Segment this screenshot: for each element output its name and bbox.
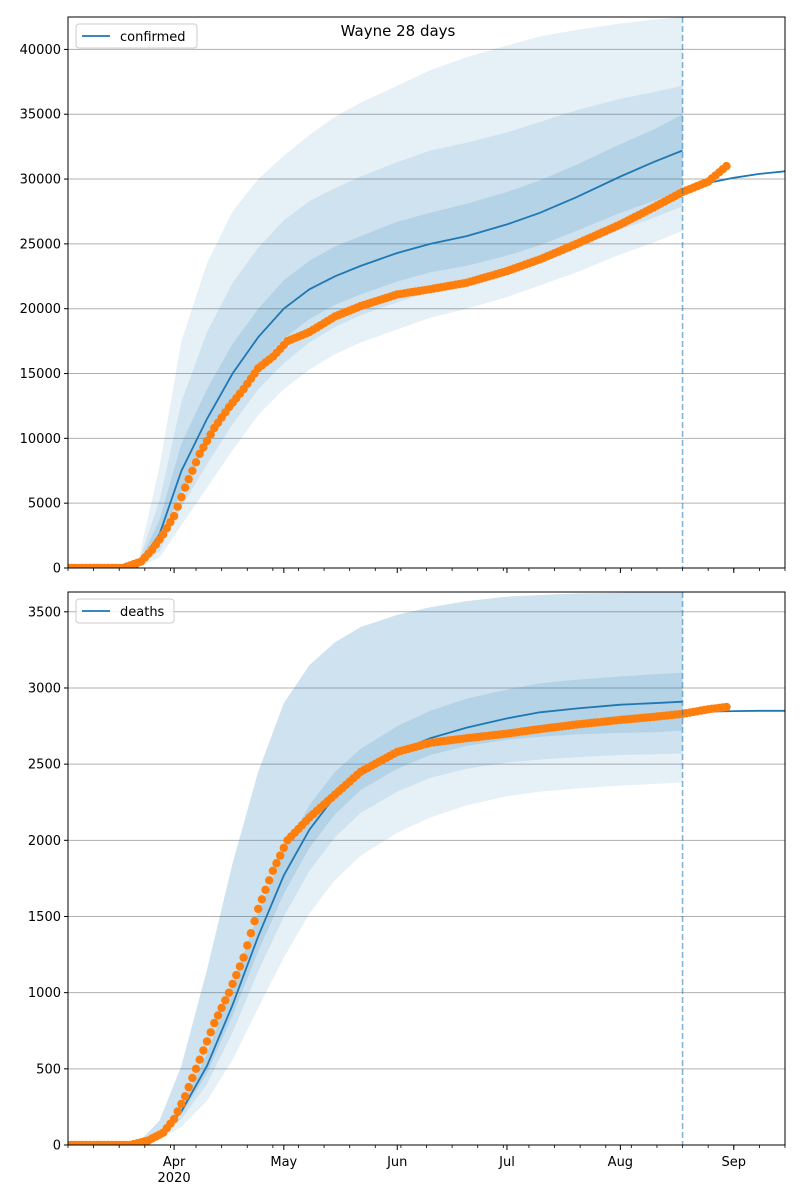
observed-point [217, 1003, 226, 1013]
legend-box [75, 23, 198, 49]
observed-point [188, 466, 197, 475]
observed-point [279, 843, 288, 853]
observed-point [188, 1073, 197, 1083]
observed-point [177, 1099, 186, 1109]
legend-label: deaths [120, 605, 165, 620]
observed-point [173, 502, 182, 511]
observed-point [210, 1018, 219, 1028]
y-tick-label: 500 [36, 1062, 61, 1077]
observed-point [235, 962, 245, 971]
x-tick-label: Aug [608, 1155, 633, 1170]
observed-point [195, 449, 204, 459]
observed-point [169, 511, 179, 521]
observed-point [191, 458, 201, 467]
y-tick-label: 15000 [20, 367, 61, 382]
plot-area [68, 17, 785, 568]
observed-point [239, 953, 248, 962]
y-tick-label: 3500 [28, 605, 61, 620]
x-tick-label: Sep [722, 1155, 747, 1170]
uncertainty-band [68, 592, 683, 1145]
y-tick-label: 35000 [20, 108, 61, 123]
observed-point [184, 1082, 193, 1092]
uncertainty-band [68, 672, 683, 1145]
observed-point [169, 1114, 179, 1124]
observed-point [261, 885, 270, 894]
observed-point [224, 988, 234, 997]
observed-point [206, 1028, 215, 1037]
observed-point [221, 996, 230, 1005]
observed-point [722, 161, 731, 171]
observed-point [199, 443, 208, 452]
observed-point [177, 492, 186, 502]
observed-point [246, 929, 256, 938]
observed-point [228, 979, 237, 989]
x-tick-label: Jun [386, 1155, 407, 1170]
uncertainty-band [68, 85, 683, 568]
y-tick-label: 3000 [28, 681, 61, 696]
observed-point [199, 1046, 208, 1055]
y-tick-label: 1500 [28, 910, 61, 925]
y-tick-label: 10000 [20, 432, 61, 447]
observed-point [232, 970, 241, 980]
y-tick-label: 0 [53, 1139, 61, 1154]
y-tick-label: 2500 [28, 758, 61, 773]
legend-label: confirmed [120, 30, 186, 45]
observed-point [722, 702, 731, 712]
observed-point [213, 1011, 223, 1020]
observed-point [250, 916, 259, 926]
observed-point [184, 475, 193, 484]
y-tick-label: 2000 [28, 834, 61, 849]
confirmed-panel: 0 5000 10000 15000 20000 25000 30000 35000 40000… [20, 16, 786, 577]
y-tick-label: 0 [53, 562, 61, 577]
x-tick-label: Jul [498, 1155, 515, 1170]
uncertainty-band [68, 114, 683, 568]
observed-point [243, 941, 252, 950]
y-tick-label: 5000 [28, 497, 61, 512]
x-tick-label: May [270, 1155, 297, 1170]
y-tick-label: 40000 [20, 43, 61, 58]
observed-point [180, 483, 190, 492]
observed-point [268, 866, 278, 875]
observed-point [254, 904, 263, 914]
uncertainty-band [68, 17, 683, 568]
observed-point [265, 876, 274, 885]
observed-point [173, 1107, 182, 1116]
legend-box [75, 598, 175, 624]
observed-point [272, 859, 281, 868]
observed-point [180, 1092, 190, 1101]
plot-area [68, 592, 785, 1145]
x-tick-label: Apr [163, 1155, 186, 1170]
y-tick-label: 1000 [28, 986, 61, 1001]
observed-point [166, 518, 175, 527]
observed-point [191, 1064, 201, 1074]
model-line [68, 149, 683, 568]
observed-point [206, 430, 215, 439]
observed-point [257, 895, 267, 904]
observed-point [158, 530, 168, 539]
y-tick-label: 25000 [20, 237, 61, 252]
y-tick-label: 30000 [20, 173, 61, 188]
observed-point [202, 436, 212, 446]
observed-point [202, 1037, 212, 1046]
chart-title: Wayne 28 days [341, 22, 456, 40]
observed-point [195, 1055, 204, 1064]
observed-point [276, 851, 285, 860]
y-tick-label: 20000 [20, 302, 61, 317]
deaths-panel: 0 500 1000 1500 2000 2500 3000 3500 Apr May Jun Jul… [28, 591, 786, 1186]
x-year-label: 2020 [158, 1171, 191, 1186]
